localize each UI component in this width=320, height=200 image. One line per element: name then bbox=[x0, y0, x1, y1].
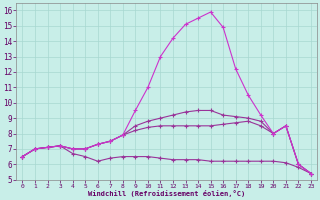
X-axis label: Windchill (Refroidissement éolien,°C): Windchill (Refroidissement éolien,°C) bbox=[88, 190, 245, 197]
